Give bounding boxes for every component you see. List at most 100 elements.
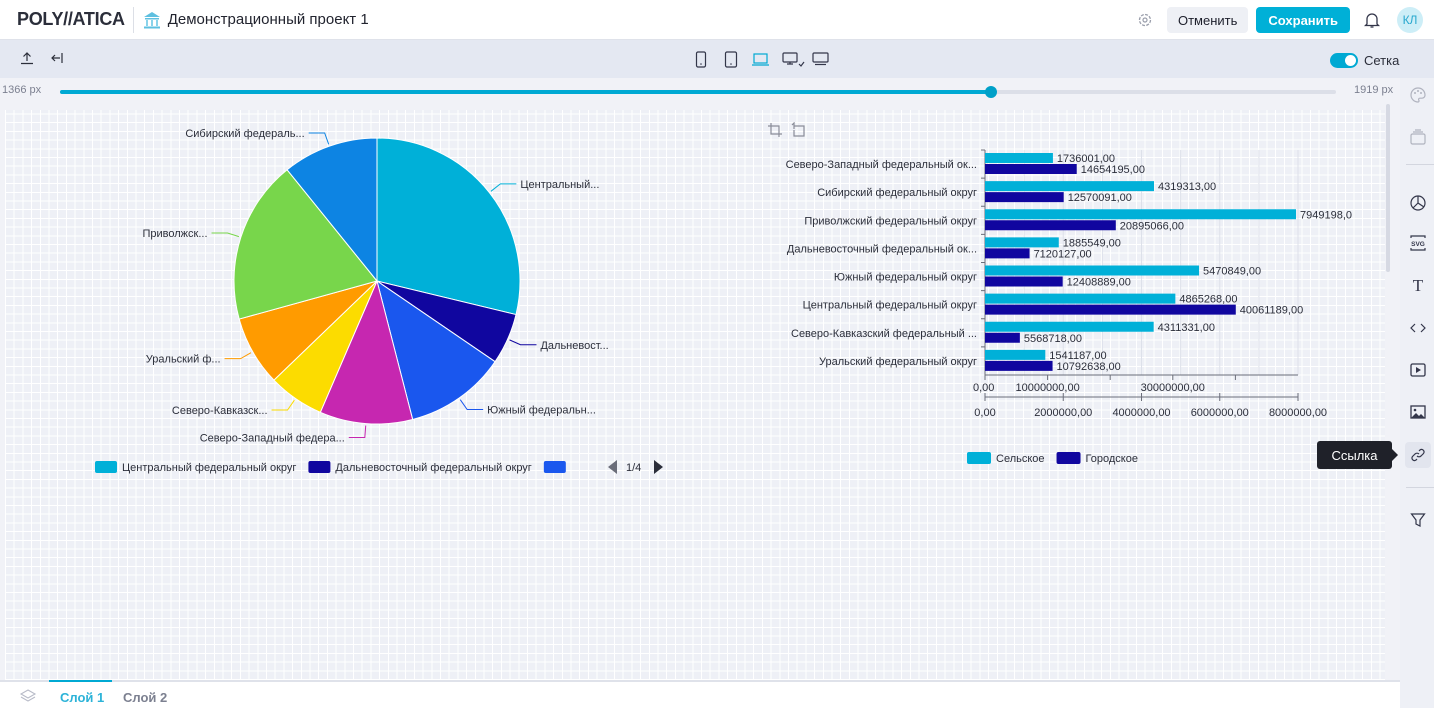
svg-text:SVG: SVG xyxy=(1411,241,1425,248)
image-icon[interactable] xyxy=(1405,399,1431,425)
grid-toggle[interactable] xyxy=(1330,53,1358,68)
right-sidebar: SVG T xyxy=(1400,78,1434,708)
category-label: Уральский федеральный округ xyxy=(819,356,977,368)
category-label: Северо-Западный федеральный ок... xyxy=(786,159,977,171)
canvas-scrollbar[interactable] xyxy=(1386,104,1390,272)
pie-slice xyxy=(376,137,521,316)
pie-slice-label: Южный федеральн... xyxy=(487,405,596,417)
category-label: Сибирский федеральный округ xyxy=(817,187,977,199)
text-icon[interactable]: T xyxy=(1412,276,1424,295)
pie-slice-label: Сибирский федераль... xyxy=(185,128,304,140)
x-tick-label: 30000000,00 xyxy=(1141,382,1205,394)
layers-stack-icon[interactable] xyxy=(1405,124,1431,150)
bar-rural xyxy=(985,181,1154,192)
device-desktop-checked-icon[interactable] xyxy=(782,52,806,68)
category-label: Южный федеральный округ xyxy=(834,272,977,284)
device-phone-icon[interactable] xyxy=(695,51,707,68)
bar-value-label: 10792638,00 xyxy=(1057,361,1121,373)
category-label: Северо-Кавказский федеральный ... xyxy=(791,328,977,340)
legend-label: Сельское xyxy=(996,453,1045,465)
bar-value-label: 7949198,0 xyxy=(1300,209,1352,221)
legend-swatch xyxy=(543,461,566,473)
legend-swatch xyxy=(1056,452,1081,464)
bar-urban xyxy=(985,276,1063,287)
legend-label: Городское xyxy=(1086,453,1138,465)
bar-value-label: 1885549,00 xyxy=(1063,237,1121,249)
legend-label: Центральный федеральный округ xyxy=(122,462,296,474)
layers-icon[interactable] xyxy=(19,689,37,703)
bar-value-label: 12570091,00 xyxy=(1068,192,1132,204)
width-slider-row: 1366 px 1919 px xyxy=(0,78,1400,102)
pie-slice-label: Дальневост... xyxy=(540,340,608,352)
video-icon[interactable] xyxy=(1405,357,1431,383)
x-tick-label: 0,00 xyxy=(974,407,995,419)
legend-page-indicator: 1/4 xyxy=(626,462,641,474)
pie-chart: Центральный... Дальневост... Южный федерал… xyxy=(95,128,663,474)
pie-slice xyxy=(233,169,378,320)
bar-rural xyxy=(985,237,1059,248)
pie-slice-label: Уральский ф... xyxy=(146,354,221,366)
upload-icon[interactable] xyxy=(20,51,34,65)
divider xyxy=(1406,164,1434,165)
legend-swatch xyxy=(967,452,991,464)
bar-value-label: 7120127,00 xyxy=(1034,248,1092,260)
pie-slice-label: Северо-Западный федера... xyxy=(200,433,345,445)
bar-rural xyxy=(985,349,1046,360)
code-icon[interactable] xyxy=(1405,315,1431,341)
pie-slice xyxy=(319,279,414,425)
link-icon[interactable] xyxy=(1405,442,1431,468)
legend-prev-icon[interactable] xyxy=(608,460,617,474)
bar-urban xyxy=(985,164,1077,174)
bar-chart: Северо-Западный федеральный ок... 1736001… xyxy=(786,149,1352,465)
device-laptop-icon[interactable] xyxy=(752,53,769,66)
bar-value-label: 1541187,00 xyxy=(1049,350,1106,362)
bar-value-label: 40061189,00 xyxy=(1240,305,1303,317)
collapse-left-icon[interactable] xyxy=(50,51,64,65)
filter-icon[interactable] xyxy=(1405,507,1431,533)
legend-label: Дальневосточный федеральный округ xyxy=(335,462,531,474)
pie-label-line xyxy=(211,232,240,238)
slider-fill xyxy=(60,90,992,94)
device-monitor-icon[interactable] xyxy=(812,52,829,66)
cancel-button[interactable]: Отменить xyxy=(1166,7,1249,33)
svg-icon[interactable]: SVG xyxy=(1405,230,1431,256)
x-tick-label: 2000000,00 xyxy=(1034,407,1092,419)
x-tick-label: 10000000,00 xyxy=(1015,382,1079,394)
notifications-bell-icon[interactable] xyxy=(1364,11,1380,29)
settings-gear-icon[interactable] xyxy=(1137,12,1153,28)
layer-tab-1[interactable]: Слой 1 xyxy=(60,690,105,705)
polymatica-logo[interactable]: POLY//ATICA xyxy=(17,9,125,29)
bar-rural xyxy=(985,153,1053,163)
bar-urban xyxy=(985,192,1064,203)
pie-label-line xyxy=(459,399,484,411)
editor-toolbar: Сетка xyxy=(0,40,1434,78)
pie-chart-icon[interactable] xyxy=(1405,190,1431,216)
bar-urban xyxy=(985,360,1053,371)
category-label: Приволжский федеральный округ xyxy=(804,215,977,227)
layer-tab-2[interactable]: Слой 2 xyxy=(123,690,168,705)
width-slider[interactable] xyxy=(60,86,1336,98)
grid-toggle-label: Сетка xyxy=(1364,53,1400,68)
active-layer-indicator xyxy=(49,680,112,682)
legend-swatch xyxy=(95,461,117,473)
slider-handle[interactable] xyxy=(985,86,998,98)
bar-urban xyxy=(985,220,1116,231)
rotate-icon[interactable] xyxy=(790,122,806,138)
pie-label-line xyxy=(271,399,295,411)
user-avatar[interactable]: КЛ xyxy=(1397,7,1423,33)
bar-rural xyxy=(985,321,1154,332)
category-label: Центральный федеральный округ xyxy=(803,300,977,312)
pie-slice xyxy=(376,279,496,421)
save-button[interactable]: Сохранить xyxy=(1256,7,1350,33)
legend-next-icon[interactable] xyxy=(654,460,663,474)
pie-slice-label: Приволжск... xyxy=(142,228,207,240)
pie-label-line xyxy=(509,339,537,346)
palette-icon[interactable] xyxy=(1405,82,1431,108)
divider xyxy=(132,6,134,33)
crop-icon[interactable] xyxy=(767,122,783,138)
bar-value-label: 5568718,00 xyxy=(1024,333,1082,345)
pie-slice-label: Северо-Кавказск... xyxy=(172,405,268,417)
bar-urban xyxy=(985,304,1236,315)
app-header: POLY//ATICA Демонстрационный проект 1 От… xyxy=(0,0,1434,40)
device-tablet-icon[interactable] xyxy=(724,51,738,68)
